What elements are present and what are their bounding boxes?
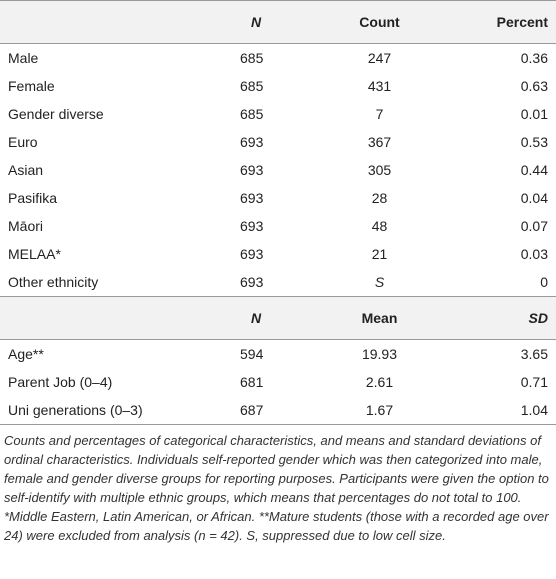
cell: 693 bbox=[240, 274, 264, 290]
cell: N bbox=[206, 296, 339, 340]
cell: 685 bbox=[240, 78, 264, 94]
cell: 0.63 bbox=[520, 78, 548, 94]
cell: 0.01 bbox=[520, 106, 548, 122]
cell: Count bbox=[339, 0, 420, 44]
cell: 685 bbox=[240, 106, 264, 122]
row: Parent Job (0–4) 681 2.61 0.71 bbox=[0, 368, 556, 396]
row: Gender diverse 685 7 0.01 bbox=[0, 100, 556, 128]
cell: Age** bbox=[8, 346, 44, 362]
cell: 693 bbox=[240, 134, 264, 150]
cell bbox=[0, 0, 206, 44]
cell: 21 bbox=[371, 246, 388, 262]
row: Pasifika 693 28 0.04 bbox=[0, 184, 556, 212]
header-row: N Count Percent bbox=[0, 0, 556, 44]
cell: 3.65 bbox=[520, 346, 548, 362]
cell: N bbox=[206, 0, 339, 44]
cell: S bbox=[374, 274, 385, 290]
cell: Uni generations (0–3) bbox=[8, 402, 143, 418]
cell: 693 bbox=[240, 218, 264, 234]
cell: 0.04 bbox=[520, 190, 548, 206]
cell: MELAA* bbox=[8, 246, 61, 262]
cell: Other ethnicity bbox=[8, 274, 99, 290]
cell: 0.71 bbox=[520, 374, 548, 390]
cell: 7 bbox=[375, 106, 384, 122]
cell: Male bbox=[8, 50, 39, 66]
cell: Percent bbox=[420, 0, 556, 44]
cell: Female bbox=[8, 78, 55, 94]
cell: 305 bbox=[367, 162, 392, 178]
row: Uni generations (0–3) 687 1.67 1.04 bbox=[0, 396, 556, 424]
cell: 2.61 bbox=[365, 374, 394, 390]
row: Female 685 431 0.63 bbox=[0, 72, 556, 100]
cell: 594 bbox=[240, 346, 264, 362]
cell: 0.53 bbox=[520, 134, 548, 150]
cell: 431 bbox=[367, 78, 392, 94]
header-row: N Mean SD bbox=[0, 296, 556, 340]
cell: 28 bbox=[371, 190, 388, 206]
cell: Gender diverse bbox=[8, 106, 104, 122]
table-note: Counts and percentages of categorical ch… bbox=[0, 424, 556, 545]
cell: 693 bbox=[240, 190, 264, 206]
cell: 0.44 bbox=[520, 162, 548, 178]
cell: 693 bbox=[240, 246, 264, 262]
cell: Māori bbox=[8, 218, 44, 234]
cell: 693 bbox=[240, 162, 264, 178]
cell: Parent Job (0–4) bbox=[8, 374, 113, 390]
row: Male 685 247 0.36 bbox=[0, 44, 556, 73]
cell: SD bbox=[420, 296, 556, 340]
cell: 48 bbox=[371, 218, 388, 234]
row: Asian 693 305 0.44 bbox=[0, 156, 556, 184]
cell: 0 bbox=[540, 274, 548, 290]
cell: 247 bbox=[367, 50, 392, 66]
cell: 0.07 bbox=[520, 218, 548, 234]
cell: 19.93 bbox=[361, 346, 398, 362]
row: Māori 693 48 0.07 bbox=[0, 212, 556, 240]
cell: 1.04 bbox=[520, 402, 548, 418]
cell: Euro bbox=[8, 134, 38, 150]
table: N Count Percent Male 685 247 0.36 Female 685 431 0… bbox=[0, 0, 556, 424]
cell: 0.03 bbox=[520, 246, 548, 262]
cell: Mean bbox=[339, 296, 420, 340]
row: Euro 693 367 0.53 bbox=[0, 128, 556, 156]
cell: Asian bbox=[8, 162, 44, 178]
cell: 681 bbox=[240, 374, 264, 390]
row: MELAA* 693 21 0.03 bbox=[0, 240, 556, 268]
row: Age** 594 19.93 3.65 bbox=[0, 340, 556, 369]
cell: Pasifika bbox=[8, 190, 58, 206]
cell bbox=[0, 296, 206, 340]
cell: 685 bbox=[240, 50, 264, 66]
cell: 0.36 bbox=[520, 50, 548, 66]
cell: 367 bbox=[367, 134, 392, 150]
cell: 1.67 bbox=[365, 402, 394, 418]
cell: 687 bbox=[240, 402, 264, 418]
row: Other ethnicity 693 S 0 bbox=[0, 268, 556, 297]
